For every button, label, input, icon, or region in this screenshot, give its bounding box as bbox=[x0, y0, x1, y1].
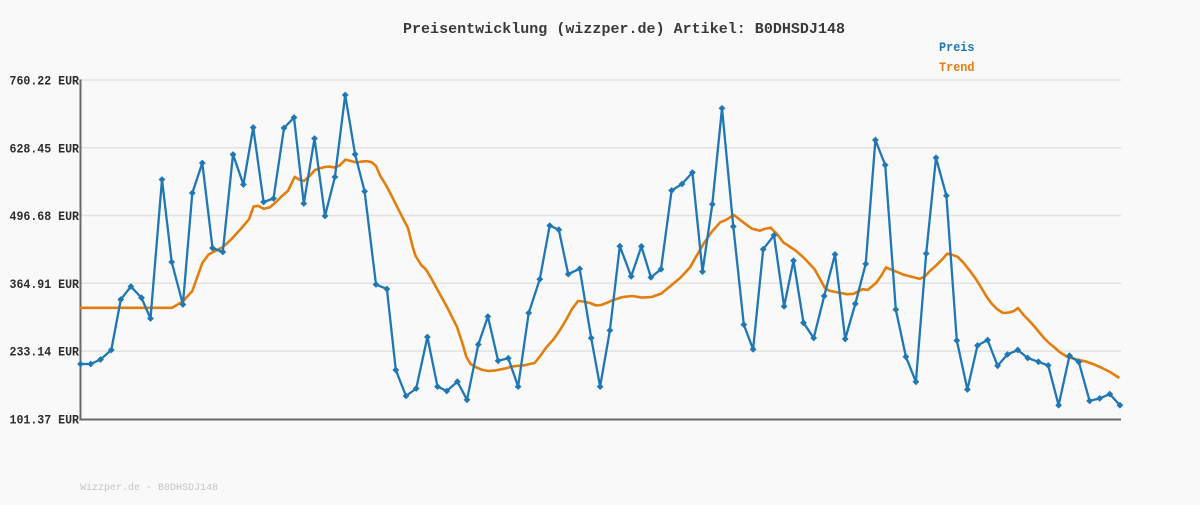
svg-text:760.22 EUR: 760.22 EUR bbox=[10, 74, 80, 89]
svg-text:628.45 EUR: 628.45 EUR bbox=[10, 141, 80, 156]
svg-text:Wizzper.de - B0DHSDJ148: Wizzper.de - B0DHSDJ148 bbox=[80, 482, 218, 494]
svg-text:496.68 EUR: 496.68 EUR bbox=[10, 209, 80, 224]
svg-text:Preisentwicklung (wizzper.de): Preisentwicklung (wizzper.de) Artikel: B… bbox=[403, 21, 845, 38]
svg-text:Trend: Trend bbox=[939, 60, 975, 75]
svg-text:364.91 EUR: 364.91 EUR bbox=[10, 277, 80, 292]
svg-text:233.14 EUR: 233.14 EUR bbox=[10, 345, 80, 360]
svg-text:101.37 EUR: 101.37 EUR bbox=[10, 412, 80, 427]
svg-text:Preis: Preis bbox=[939, 40, 975, 55]
